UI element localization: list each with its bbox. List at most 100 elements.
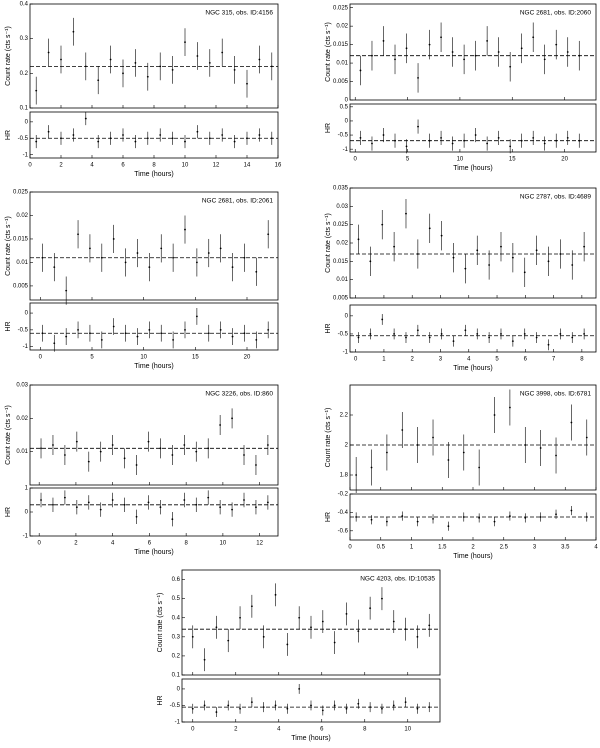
data-point xyxy=(267,328,270,331)
y-axis-label: Count rate (cts s⁻¹) xyxy=(157,593,164,653)
data-point xyxy=(578,139,581,142)
data-point xyxy=(432,517,434,520)
x-tick-label: 10 xyxy=(140,355,147,361)
data-point xyxy=(404,628,407,631)
data-point xyxy=(100,256,103,259)
y-axis-label: Count rate (cts s⁻¹) xyxy=(5,216,12,276)
data-point xyxy=(474,54,477,57)
data-point xyxy=(159,447,162,450)
x-tick-label: 4 xyxy=(467,357,471,363)
y-tick-label: 2 xyxy=(345,443,349,449)
data-point xyxy=(440,234,443,237)
data-point xyxy=(355,474,358,476)
data-point xyxy=(266,444,269,446)
y-tick-label: 0.5 xyxy=(340,104,349,110)
y-tick-label: 0 xyxy=(345,98,349,104)
data-point xyxy=(543,142,546,145)
y-tick-label: 0.005 xyxy=(333,296,349,302)
plot-frame xyxy=(29,111,279,159)
data-point xyxy=(89,247,91,250)
data-point xyxy=(208,62,211,64)
data-point xyxy=(267,233,270,236)
data-point xyxy=(255,506,257,509)
data-point xyxy=(250,701,253,704)
data-point xyxy=(191,635,194,638)
data-point xyxy=(87,460,90,463)
x-tick-label: 4 xyxy=(277,727,281,733)
data-point xyxy=(52,444,54,446)
plot-frame xyxy=(29,302,279,351)
data-point xyxy=(333,641,336,644)
data-point xyxy=(321,620,324,623)
data-point xyxy=(451,142,454,145)
y-tick-label: 0.035 xyxy=(333,186,349,192)
data-point xyxy=(147,440,150,443)
data-point xyxy=(262,706,265,709)
data-point xyxy=(488,264,491,266)
data-point xyxy=(246,137,248,140)
data-point xyxy=(298,688,301,690)
data-point xyxy=(60,137,62,140)
y-tick-label: -1 xyxy=(343,147,349,153)
data-point xyxy=(219,328,222,331)
y-tick-label: 0.02 xyxy=(16,213,28,219)
y-tick-label: -0.4 xyxy=(338,510,349,516)
data-point xyxy=(488,336,491,339)
data-point xyxy=(215,626,218,629)
x-tick-label: 12 xyxy=(256,541,263,547)
y-axis-label: Count rate (cts s⁻¹) xyxy=(5,26,12,86)
data-point xyxy=(274,704,277,707)
data-point xyxy=(195,315,198,318)
data-point xyxy=(195,503,198,506)
x-tick-label: 15 xyxy=(192,355,199,361)
data-point xyxy=(452,256,455,259)
data-point xyxy=(416,635,419,638)
x-tick-label: 3 xyxy=(439,357,443,363)
data-point xyxy=(381,597,383,600)
data-point xyxy=(41,256,44,259)
data-point xyxy=(286,707,289,710)
data-point xyxy=(416,329,419,332)
data-point xyxy=(266,501,269,504)
data-point xyxy=(452,340,455,343)
x-tick-label: 10 xyxy=(404,727,411,733)
data-point xyxy=(416,444,419,446)
data-point xyxy=(462,516,465,518)
data-point xyxy=(493,414,496,416)
data-point xyxy=(160,247,163,250)
y-tick-label: 0.01 xyxy=(336,277,348,283)
data-point xyxy=(509,145,512,148)
y-tick-label: 2.2 xyxy=(340,413,349,419)
data-point xyxy=(243,499,245,501)
data-point xyxy=(40,499,42,501)
x-tick-label: 4 xyxy=(594,545,598,551)
annotation: NGC 3998, obs. ID:6781 xyxy=(520,391,592,398)
data-point xyxy=(464,267,467,270)
data-point xyxy=(428,336,431,339)
y-tick-label: -0.5 xyxy=(18,327,29,333)
data-point xyxy=(65,289,68,292)
data-point xyxy=(428,227,431,230)
data-point xyxy=(386,451,388,454)
y-tick-label: 0.03 xyxy=(336,204,348,210)
data-point xyxy=(64,454,66,456)
x-tick-label: 8 xyxy=(152,163,156,169)
data-point xyxy=(183,444,186,446)
data-point xyxy=(184,140,186,143)
data-point xyxy=(369,333,372,335)
data-point xyxy=(134,140,137,143)
y-tick-label: -1 xyxy=(343,350,349,356)
data-point xyxy=(585,516,588,518)
data-point xyxy=(231,417,233,420)
y-axis-label: HR xyxy=(325,512,332,522)
annotation: NGC 2681, obs. ID:2061 xyxy=(202,198,274,205)
x-tick-label: 7 xyxy=(552,357,556,363)
data-point xyxy=(171,68,174,71)
y-tick-label: 0.01 xyxy=(16,260,28,266)
data-point xyxy=(99,450,102,453)
data-point xyxy=(357,238,360,241)
x-axis-label: Time (hours) xyxy=(453,165,492,172)
y-tick-label: -1 xyxy=(175,720,181,726)
data-point xyxy=(440,136,442,139)
data-point xyxy=(523,271,526,274)
